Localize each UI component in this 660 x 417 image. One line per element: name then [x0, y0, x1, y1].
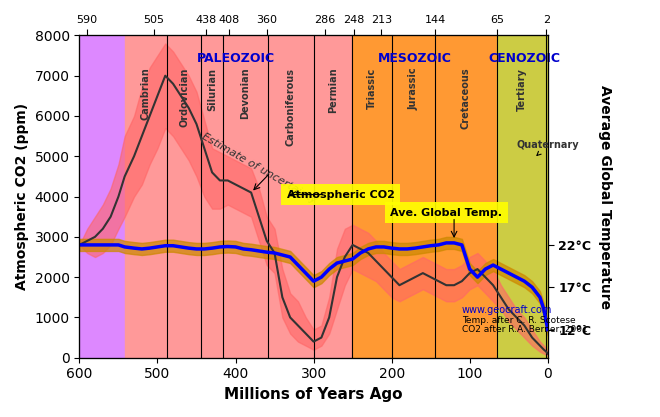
Text: Cretaceous: Cretaceous	[461, 68, 471, 129]
Text: Ordovician: Ordovician	[179, 68, 189, 127]
Text: www.geocraft.com: www.geocraft.com	[462, 305, 552, 315]
Text: CENOZOIC: CENOZOIC	[488, 52, 560, 65]
Bar	[352, 35, 497, 358]
Text: Atmospheric CO2: Atmospheric CO2	[287, 190, 395, 200]
Text: Carboniferous: Carboniferous	[286, 68, 296, 146]
Text: Permian: Permian	[328, 68, 338, 113]
Text: MESOZOIC: MESOZOIC	[378, 52, 452, 65]
Text: Devonian: Devonian	[240, 68, 250, 119]
Text: Triassic: Triassic	[367, 68, 377, 109]
Text: Temp. after C. R. Scotese: Temp. after C. R. Scotese	[462, 317, 576, 326]
Text: PALEOZOIC: PALEOZOIC	[197, 52, 275, 65]
Text: Silurian: Silurian	[207, 68, 217, 111]
Bar	[497, 35, 548, 358]
Text: Estimate of uncertainty: Estimate of uncertainty	[200, 131, 318, 206]
Y-axis label: Atmospheric CO2 (ppm): Atmospheric CO2 (ppm)	[15, 103, 29, 290]
Text: Tertiary: Tertiary	[517, 68, 527, 111]
Bar	[79, 35, 125, 358]
Text: Cambrian: Cambrian	[141, 68, 150, 121]
Text: CO2 after R.A. Berner, 2001: CO2 after R.A. Berner, 2001	[462, 324, 587, 334]
X-axis label: Millions of Years Ago: Millions of Years Ago	[224, 387, 403, 402]
Text: Jurassic: Jurassic	[408, 68, 418, 110]
Text: Quaternary: Quaternary	[517, 140, 579, 156]
Bar	[125, 35, 352, 358]
Text: Ave. Global Temp.: Ave. Global Temp.	[390, 208, 502, 218]
Y-axis label: Average Global Temperature: Average Global Temperature	[598, 85, 612, 309]
